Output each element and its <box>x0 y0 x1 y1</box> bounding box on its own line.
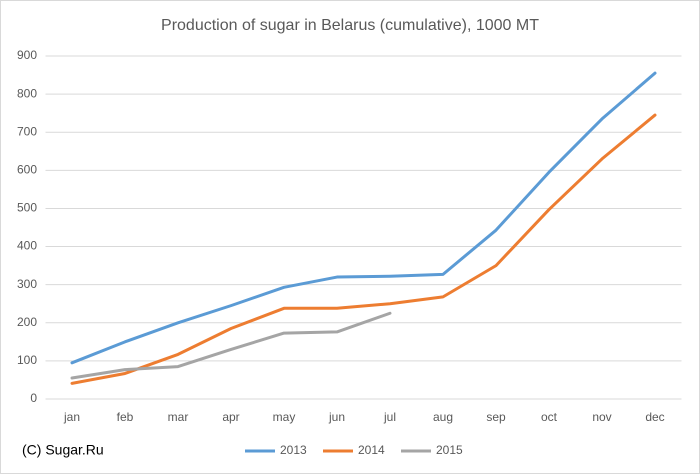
y-tick-label: 100 <box>17 353 37 367</box>
x-tick-label: sep <box>486 410 506 424</box>
x-tick-label: dec <box>645 410 664 424</box>
x-tick-label: jan <box>63 410 80 424</box>
y-tick-label: 800 <box>17 86 37 100</box>
y-tick-label: 0 <box>30 391 37 405</box>
y-tick-label: 500 <box>17 201 37 215</box>
series-line <box>70 113 657 385</box>
y-tick-label: 200 <box>17 315 37 329</box>
x-tick-label: jun <box>328 410 345 424</box>
x-tick-label: nov <box>592 410 611 424</box>
series-line <box>70 71 657 365</box>
x-tick-label: may <box>273 410 296 424</box>
x-tick-label: aug <box>433 410 453 424</box>
annotation: (C) Sugar.Ru <box>22 442 104 458</box>
x-tick-label: oct <box>541 410 558 424</box>
series-line <box>70 311 392 380</box>
chart-title: Production of sugar in Belarus (cumulati… <box>161 17 539 34</box>
y-tick-label: 700 <box>17 124 37 138</box>
legend-label: 2015 <box>436 443 463 457</box>
y-tick-label: 300 <box>17 277 37 291</box>
y-tick-label: 900 <box>17 48 37 62</box>
x-tick-label: feb <box>117 410 134 424</box>
x-tick-label: apr <box>222 410 239 424</box>
legend-label: 2013 <box>280 443 307 457</box>
x-tick-label: jul <box>383 410 396 424</box>
y-tick-label: 600 <box>17 163 37 177</box>
y-tick-label: 400 <box>17 239 37 253</box>
legend-label: 2014 <box>358 443 385 457</box>
x-tick-label: mar <box>168 410 189 424</box>
